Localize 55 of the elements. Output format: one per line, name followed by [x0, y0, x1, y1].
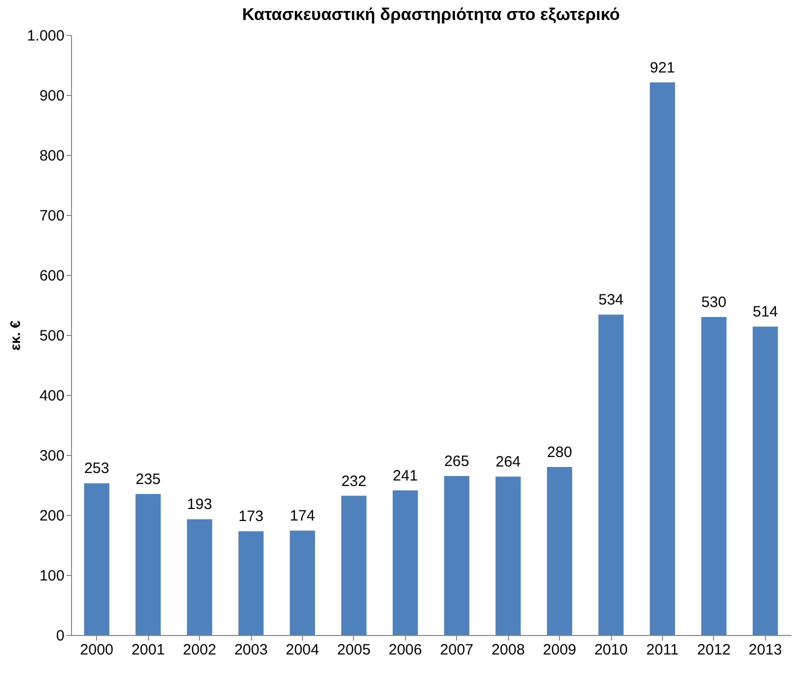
y-tick-label: 1.000 — [26, 28, 64, 44]
bar — [546, 467, 572, 635]
data-label: 534 — [598, 292, 624, 309]
x-tick-label: 2005 — [337, 642, 371, 658]
data-label: 193 — [187, 496, 212, 514]
x-tick-label: 2001 — [131, 642, 165, 658]
data-label: 264 — [496, 454, 521, 471]
y-tick-label: 800 — [39, 148, 64, 164]
y-tick-label: 900 — [39, 88, 64, 104]
x-tick-label: 2011 — [646, 642, 679, 658]
chart-title: Κατασκευαστική δραστηριότητα στο εξωτερικό — [242, 5, 620, 24]
bar — [136, 494, 161, 635]
x-tick-label: 2004 — [286, 642, 320, 658]
x-tick-label: 2008 — [491, 642, 525, 658]
data-label: 280 — [547, 444, 572, 461]
data-label: 232 — [341, 472, 366, 490]
x-tick-label: 2013 — [748, 642, 782, 658]
x-tick-label: 2010 — [594, 642, 628, 658]
x-tick-label: 2000 — [80, 642, 114, 658]
data-label: 235 — [136, 471, 161, 488]
data-label: 514 — [752, 304, 778, 321]
data-label: 921 — [650, 59, 675, 76]
x-tick-label: 2003 — [234, 642, 268, 658]
data-label: 173 — [238, 508, 264, 526]
y-tick-label: 500 — [39, 328, 64, 344]
y-tick-label: 700 — [39, 208, 64, 224]
y-tick-label: 200 — [39, 508, 64, 524]
y-tick-label: 300 — [39, 448, 64, 464]
bar — [290, 530, 316, 635]
bar — [752, 326, 778, 635]
bar — [84, 483, 110, 635]
y-tick-label: 400 — [39, 388, 64, 404]
bar — [598, 314, 624, 635]
x-tick-label: 2009 — [542, 642, 576, 658]
bar — [650, 82, 676, 635]
bar — [392, 490, 418, 635]
x-tick-label: 2002 — [182, 642, 216, 658]
data-label: 265 — [444, 453, 470, 470]
bar — [341, 496, 366, 635]
x-tick-label: 2007 — [440, 642, 474, 658]
bar — [186, 519, 212, 635]
data-label: 174 — [290, 508, 315, 525]
x-tick-label: 2012 — [697, 642, 731, 658]
data-label: 241 — [392, 467, 418, 484]
x-tick-label: 2006 — [388, 642, 422, 658]
data-label: 253 — [84, 460, 110, 478]
bar — [444, 476, 470, 635]
bar — [496, 476, 521, 635]
bar — [701, 317, 726, 635]
y-tick-label: 600 — [39, 268, 64, 284]
y-tick-label: 0 — [56, 628, 64, 644]
y-axis-title: εκ. € — [6, 320, 23, 351]
bar — [238, 531, 264, 635]
y-tick-label: 100 — [39, 568, 64, 584]
data-label: 530 — [701, 294, 726, 311]
